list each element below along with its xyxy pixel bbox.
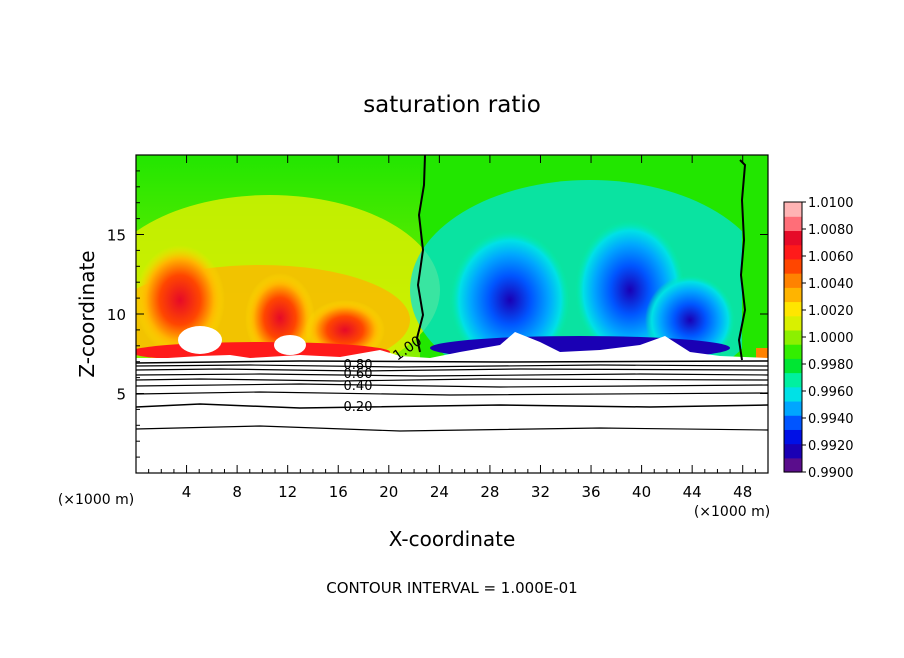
colorbar-label: 0.9920 bbox=[808, 439, 854, 454]
colorbar-segment bbox=[784, 457, 802, 473]
terrain-bumps bbox=[136, 332, 768, 362]
colorbar-segment bbox=[784, 287, 802, 303]
x-axis-label: X-coordinate bbox=[389, 527, 516, 551]
x-unit-right: (×1000 m) bbox=[694, 504, 770, 520]
white-patch-2 bbox=[274, 335, 306, 355]
contour-line-i bbox=[136, 425, 768, 432]
colorbar-segment bbox=[784, 301, 802, 317]
colorbar-label: 1.0060 bbox=[808, 250, 854, 265]
colorbar-segment bbox=[784, 202, 802, 217]
blue-plume-1 bbox=[450, 230, 570, 370]
colorbar-segment bbox=[784, 386, 802, 402]
colorbar-segment bbox=[784, 415, 802, 430]
colorbar-label: 1.0080 bbox=[808, 223, 854, 238]
contour-label-0-20: 0.20 bbox=[344, 400, 373, 415]
colorbar-segment bbox=[784, 329, 802, 345]
contour-interval-footer: CONTOUR INTERVAL = 1.000E-01 bbox=[326, 579, 577, 597]
y-tick-label: 10 bbox=[107, 306, 126, 324]
x-tick-label: 12 bbox=[278, 483, 297, 501]
colorbar-segment bbox=[784, 443, 802, 459]
colorbar-segment bbox=[784, 344, 802, 359]
chart-title: saturation ratio bbox=[363, 92, 541, 118]
colorbar: 1.0100 1.0080 1.0060 1.0040 1.0020 1.0000 0.99… bbox=[783, 196, 854, 481]
colorbar-segment bbox=[784, 372, 802, 388]
lower-white-region bbox=[136, 358, 768, 473]
x-tick-label: 8 bbox=[232, 483, 242, 501]
x-tick-label: 40 bbox=[632, 483, 651, 501]
y-tick-label: 15 bbox=[107, 227, 126, 245]
x-tick-label: 36 bbox=[581, 483, 600, 501]
x-tick-label: 24 bbox=[430, 483, 449, 501]
colorbar-segment bbox=[784, 400, 802, 416]
x-tick-label: 48 bbox=[733, 483, 752, 501]
x-tick-label: 32 bbox=[531, 483, 550, 501]
x-tick-label: 44 bbox=[683, 483, 702, 501]
colorbar-label: 0.9960 bbox=[808, 385, 854, 400]
colorbar-label: 1.0000 bbox=[808, 331, 854, 346]
contour-line-g bbox=[136, 391, 768, 396]
x-tick-label: 28 bbox=[480, 483, 499, 501]
contour-line-a bbox=[136, 360, 768, 364]
contour-line-e bbox=[136, 378, 768, 382]
contour-1-00-left bbox=[415, 155, 426, 353]
colorbar-label: 1.0100 bbox=[808, 196, 854, 211]
colorbar-segment bbox=[784, 230, 802, 246]
colorbar-label: 1.0040 bbox=[808, 277, 854, 292]
colorbar-label: 0.9900 bbox=[808, 466, 854, 481]
contour-label-0-80: 0.80 bbox=[344, 358, 373, 373]
white-patch-1 bbox=[178, 326, 222, 354]
x-tick-label: 20 bbox=[379, 483, 398, 501]
contour-line-h bbox=[136, 403, 768, 409]
contour-label-0-40: 0.40 bbox=[344, 379, 373, 394]
colorbar-label: 1.0020 bbox=[808, 304, 854, 319]
contour-line-f bbox=[136, 383, 768, 388]
contour-line-c bbox=[136, 368, 768, 372]
contour-line-b bbox=[136, 364, 768, 368]
colorbar-label: 0.9940 bbox=[808, 412, 854, 427]
contour-label-0-60: 0.60 bbox=[344, 367, 373, 382]
y-tick-label: 5 bbox=[116, 386, 126, 404]
colorbar-label: 0.9980 bbox=[808, 358, 854, 373]
colorbar-segment bbox=[784, 273, 802, 288]
contour-1-00-right bbox=[737, 159, 747, 361]
plot-area bbox=[136, 155, 768, 473]
colorbar-segment bbox=[784, 216, 802, 232]
x-unit-left: (×1000 m) bbox=[58, 492, 134, 508]
contour-line-d bbox=[136, 373, 768, 377]
x-tick-label: 16 bbox=[329, 483, 348, 501]
right-edge-green bbox=[742, 155, 768, 360]
right-edge-orange bbox=[756, 348, 768, 360]
colorbar-segment bbox=[784, 244, 802, 260]
colorbar-segment bbox=[784, 258, 802, 274]
colorbar-segment bbox=[784, 315, 802, 331]
y-axis-label: Z-coordinate bbox=[75, 250, 99, 377]
colorbar-segment bbox=[784, 429, 802, 445]
x-tick-label: 4 bbox=[182, 483, 192, 501]
colorbar-segment bbox=[784, 358, 802, 374]
